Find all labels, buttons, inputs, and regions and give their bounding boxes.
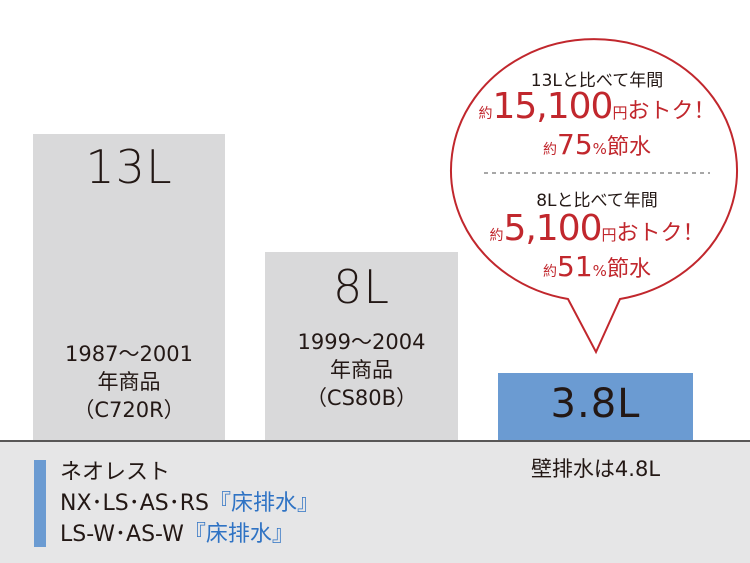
bar-3-8l: 3.8L (498, 373, 693, 440)
legend-line-3: LS-W･AS-W『床排水』 (60, 522, 294, 547)
callout-b-savings: 約5,100円おトク！ (489, 208, 705, 249)
baseline-band (0, 440, 750, 563)
legend-line-1: ネオレスト (60, 460, 171, 485)
legend-line-2: NX･LS･AS･RS『床排水』 (60, 491, 320, 516)
legend-series: ネオレスト NX･LS･AS･RS『床排水』 LS-W･AS-W『床排水』 (60, 457, 319, 550)
bar-note-13l: 1987～2001 年商品 （C720R） (65, 342, 193, 422)
bar-13l: 13L 1987～2001 年商品 （C720R） (33, 134, 225, 440)
bar-8l: 8L 1999～2004 年商品 （CS80B） (265, 251, 458, 440)
bar-note-8l: 1999～2004 年商品 （CS80B） (297, 329, 426, 410)
callout-a-water: 約75%節水 (543, 128, 651, 161)
callout-b-header: 8Lと比べて年間 (536, 191, 658, 211)
bar-label-13l: 13L (85, 140, 173, 194)
bar-label-3-8l: 3.8L (550, 381, 641, 427)
callout-text: 13Lと比べて年間 約15,100円おトク！ 約75%節水 8Lと比べて年間 約… (454, 36, 740, 308)
bar-note-3-8l: 壁排水は4.8L (530, 457, 661, 481)
legend-marker (34, 460, 46, 547)
callout-a-header: 13Lと比べて年間 (530, 71, 664, 91)
callout-b-water: 約51%節水 (543, 250, 651, 283)
callout-outline (450, 38, 738, 355)
bar-label-8l: 8L (333, 259, 390, 314)
callout-a-savings: 約15,100円おトク！ (478, 86, 716, 127)
